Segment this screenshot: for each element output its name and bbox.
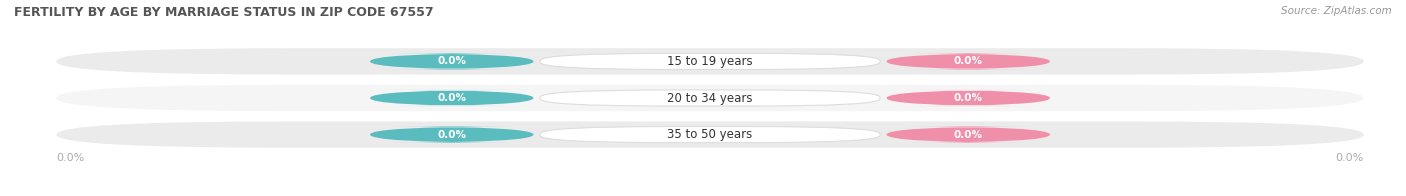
Text: 0.0%: 0.0% (56, 153, 84, 163)
FancyBboxPatch shape (56, 85, 1364, 111)
FancyBboxPatch shape (370, 90, 533, 106)
FancyBboxPatch shape (887, 53, 1050, 69)
Text: Source: ZipAtlas.com: Source: ZipAtlas.com (1281, 6, 1392, 16)
FancyBboxPatch shape (56, 121, 1364, 148)
FancyBboxPatch shape (540, 127, 880, 143)
Text: FERTILITY BY AGE BY MARRIAGE STATUS IN ZIP CODE 67557: FERTILITY BY AGE BY MARRIAGE STATUS IN Z… (14, 6, 433, 19)
Text: 0.0%: 0.0% (437, 130, 467, 140)
FancyBboxPatch shape (540, 53, 880, 69)
Text: 0.0%: 0.0% (953, 130, 983, 140)
FancyBboxPatch shape (887, 90, 1050, 106)
Text: 0.0%: 0.0% (1336, 153, 1364, 163)
Text: 0.0%: 0.0% (953, 56, 983, 66)
FancyBboxPatch shape (370, 53, 533, 69)
Text: 35 to 50 years: 35 to 50 years (668, 128, 752, 141)
Text: 0.0%: 0.0% (437, 56, 467, 66)
FancyBboxPatch shape (56, 48, 1364, 75)
FancyBboxPatch shape (540, 90, 880, 106)
Text: 20 to 34 years: 20 to 34 years (668, 92, 752, 104)
FancyBboxPatch shape (887, 127, 1050, 143)
Text: 0.0%: 0.0% (953, 93, 983, 103)
Text: 0.0%: 0.0% (437, 93, 467, 103)
FancyBboxPatch shape (370, 127, 533, 143)
Text: 15 to 19 years: 15 to 19 years (668, 55, 752, 68)
